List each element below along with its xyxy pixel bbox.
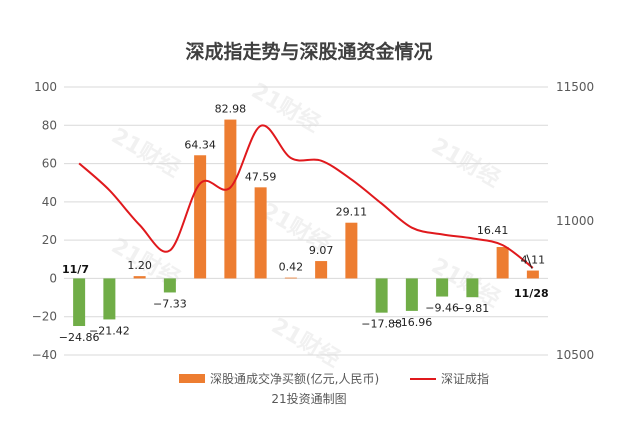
index-line [78, 124, 534, 269]
bar [163, 278, 176, 293]
right-tick-label: 11000 [556, 214, 594, 228]
gridlines [64, 86, 548, 356]
first-date-label: 11/7 [62, 263, 89, 276]
legend-line-label: 深证成指 [441, 371, 489, 386]
bar [254, 187, 267, 279]
bar [73, 278, 86, 327]
right-tick-label: 11500 [556, 80, 594, 94]
bar-value-label: −17.88 [361, 318, 402, 331]
bar-value-label: 0.42 [279, 261, 304, 274]
bar [436, 278, 449, 297]
bar-value-label: 82.98 [215, 103, 247, 116]
bar-labels: −24.86−21.42 1.20 −7.33 64.34 82.98 47.59 0.42… [59, 103, 545, 344]
left-tick-label: −40 [32, 348, 57, 362]
left-tick-label: 80 [42, 118, 57, 132]
legend-bar-label: 深股通成交净买额(亿元,人民币) [210, 371, 379, 386]
bar [315, 261, 328, 279]
bar-series [73, 119, 539, 327]
legend: 深股通成交净买额(亿元,人民币) 深证成指 [179, 371, 489, 386]
bar-value-label: 9.07 [309, 244, 334, 257]
bar-value-label: 16.41 [477, 224, 509, 237]
bar-value-label: 29.11 [336, 206, 368, 219]
bar-value-label: −16.96 [392, 316, 433, 329]
right-tick-label: 10500 [556, 348, 594, 362]
bar [526, 270, 539, 279]
left-tick-label: −20 [32, 310, 57, 324]
bar-value-label: −21.42 [89, 324, 130, 337]
bar-value-label: −9.46 [425, 302, 459, 315]
bar [496, 247, 509, 279]
bar [194, 155, 207, 279]
bar [405, 278, 418, 311]
bar [345, 222, 358, 279]
left-tick-label: 40 [42, 195, 57, 209]
bar-value-label: −7.33 [153, 297, 187, 310]
bar [103, 278, 116, 320]
bar-value-label: 64.34 [184, 138, 216, 151]
bar [466, 278, 479, 298]
chart-credit: 21投资通制图 [271, 391, 346, 406]
bar-value-label: −9.81 [456, 302, 490, 315]
bar [133, 276, 146, 279]
pointer-line [526, 254, 533, 269]
left-tick-label: 20 [42, 233, 57, 247]
bar-value-label: −24.86 [59, 331, 100, 344]
left-tick-label: 100 [34, 80, 57, 94]
left-axis: 100 80 60 40 20 0 −20 −40 [32, 80, 57, 362]
left-tick-label: 60 [42, 157, 57, 171]
bar-value-label: 47.59 [245, 170, 277, 183]
right-axis: 11500 11000 10500 [556, 80, 594, 362]
chart-title: 深成指走势与深股通资金情况 [185, 40, 432, 63]
watermark: 21财经 [107, 123, 185, 183]
last-date-label: 11/28 [514, 287, 549, 300]
left-tick-label: 0 [49, 271, 57, 285]
bar [284, 277, 297, 279]
watermarks: 21财经 21财经 21财经 21财经 21财经 21财经 21财经 [107, 78, 505, 373]
legend-bar-swatch [179, 374, 205, 383]
watermark: 21财经 [427, 133, 505, 193]
bar-value-label: 1.20 [127, 259, 152, 272]
bar [224, 119, 237, 279]
bar-value-label: 4.11 [521, 254, 546, 267]
bar [375, 278, 388, 313]
watermark: 21财经 [267, 313, 345, 373]
